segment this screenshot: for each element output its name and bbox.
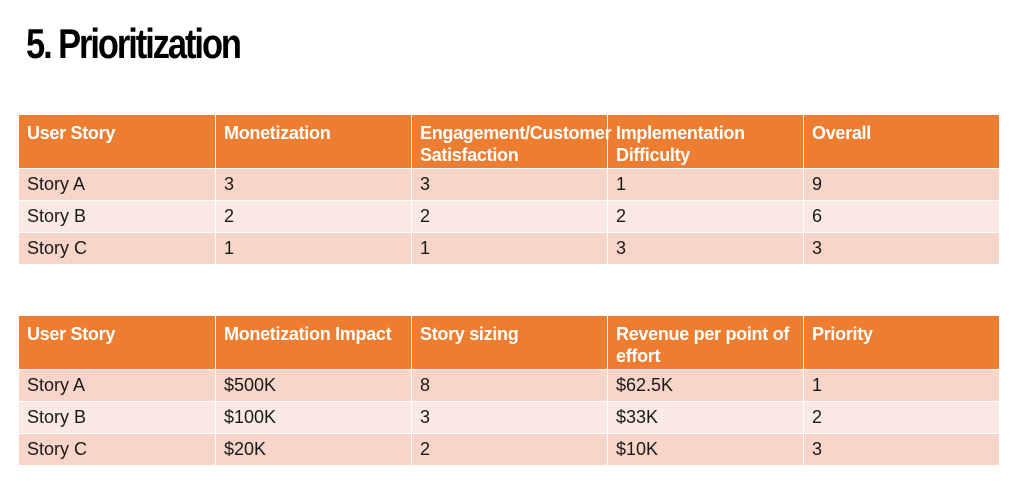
table-cell: 2: [607, 200, 803, 232]
table-cell: Story C: [19, 433, 215, 465]
table-cell: $500K: [215, 369, 411, 401]
column-header-priority: Priority: [803, 313, 999, 369]
column-header-story-sizing: Story sizing: [411, 313, 607, 369]
table-cell: $100K: [215, 401, 411, 433]
story-revenue-table: User Story Monetization Impact Story siz…: [19, 313, 999, 465]
table-row: Story C $20K 2 $10K 3: [19, 433, 999, 465]
table-row: Story B 2 2 2 6: [19, 200, 999, 232]
column-header-overall: Overall: [803, 112, 999, 168]
column-header-user-story: User Story: [19, 313, 215, 369]
column-header-revenue-per-point: Revenue per point of effort: [607, 313, 803, 369]
table-cell: 1: [607, 168, 803, 200]
table-cell: 1: [411, 232, 607, 264]
table-cell: 1: [803, 369, 999, 401]
column-header-implementation-difficulty: Implementation Difficulty: [607, 112, 803, 168]
table-cell: 2: [411, 433, 607, 465]
page-title: 5. Prioritization: [26, 20, 242, 67]
column-header-monetization: Monetization: [215, 112, 411, 168]
table-header-row: User Story Monetization Engagement/Custo…: [19, 112, 999, 168]
table-cell: 3: [411, 168, 607, 200]
table-cell: 6: [803, 200, 999, 232]
table-row: Story B $100K 3 $33K 2: [19, 401, 999, 433]
table-cell: Story B: [19, 200, 215, 232]
table-cell: 3: [803, 433, 999, 465]
table-row: Story C 1 1 3 3: [19, 232, 999, 264]
table-cell: 8: [411, 369, 607, 401]
table-cell: 2: [411, 200, 607, 232]
column-header-user-story: User Story: [19, 112, 215, 168]
table-cell: 9: [803, 168, 999, 200]
table-cell: 3: [607, 232, 803, 264]
table-header-row: User Story Monetization Impact Story siz…: [19, 313, 999, 369]
table-cell: Story C: [19, 232, 215, 264]
table-cell: $10K: [607, 433, 803, 465]
table-cell: Story A: [19, 168, 215, 200]
table-cell: Story A: [19, 369, 215, 401]
table-cell: 3: [803, 232, 999, 264]
table-cell: 3: [411, 401, 607, 433]
table-cell: 2: [215, 200, 411, 232]
table-row: Story A $500K 8 $62.5K 1: [19, 369, 999, 401]
table-cell: 2: [803, 401, 999, 433]
table-cell: 3: [215, 168, 411, 200]
table-cell: Story B: [19, 401, 215, 433]
table-cell: $33K: [607, 401, 803, 433]
column-header-monetization-impact: Monetization Impact: [215, 313, 411, 369]
table-cell: $20K: [215, 433, 411, 465]
table-cell: $62.5K: [607, 369, 803, 401]
column-header-engagement: Engagement/Customer Satisfaction: [411, 112, 612, 168]
table-row: Story A 3 3 1 9: [19, 168, 999, 200]
table-cell: 1: [215, 232, 411, 264]
story-scoring-table: User Story Monetization Engagement/Custo…: [19, 112, 999, 264]
